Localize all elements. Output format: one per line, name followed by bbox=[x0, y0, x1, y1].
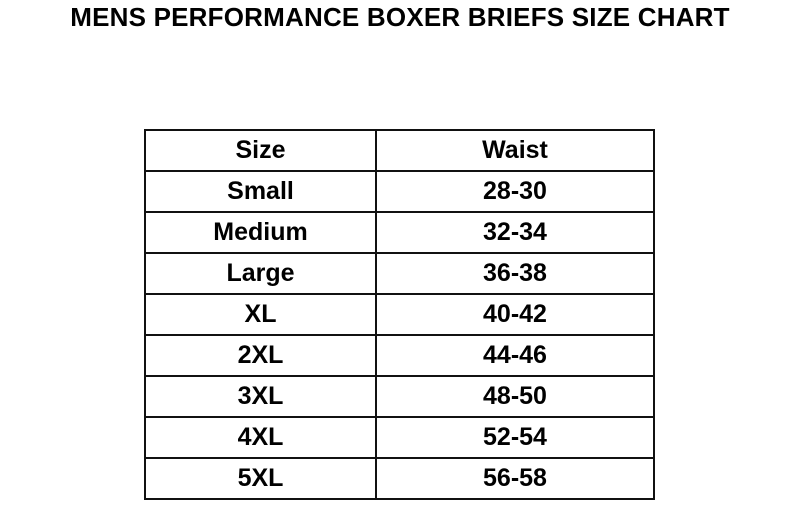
size-cell: 3XL bbox=[144, 375, 377, 418]
waist-cell: 32-34 bbox=[375, 211, 655, 254]
size-cell: Medium bbox=[144, 211, 377, 254]
size-cell: 2XL bbox=[144, 334, 377, 377]
table-row: 4XL 52-54 bbox=[144, 416, 655, 459]
size-cell: Large bbox=[144, 252, 377, 295]
table-header-row: Size Waist bbox=[144, 129, 655, 172]
waist-cell: 40-42 bbox=[375, 293, 655, 336]
table-row: Small 28-30 bbox=[144, 170, 655, 213]
size-cell: 5XL bbox=[144, 457, 377, 500]
table-row: 2XL 44-46 bbox=[144, 334, 655, 377]
waist-cell: 36-38 bbox=[375, 252, 655, 295]
waist-cell: 44-46 bbox=[375, 334, 655, 377]
size-cell: Small bbox=[144, 170, 377, 213]
table-row: Large 36-38 bbox=[144, 252, 655, 295]
size-cell: XL bbox=[144, 293, 377, 336]
table-row: 5XL 56-58 bbox=[144, 457, 655, 500]
size-cell: 4XL bbox=[144, 416, 377, 459]
header-waist: Waist bbox=[375, 129, 655, 172]
waist-cell: 52-54 bbox=[375, 416, 655, 459]
page-title: MENS PERFORMANCE BOXER BRIEFS SIZE CHART bbox=[70, 2, 730, 32]
waist-cell: 48-50 bbox=[375, 375, 655, 418]
header-size: Size bbox=[144, 129, 377, 172]
waist-cell: 56-58 bbox=[375, 457, 655, 500]
size-chart-table: Size Waist Small 28-30 Medium 32-34 Large 36-… bbox=[144, 129, 655, 500]
table-row: XL 40-42 bbox=[144, 293, 655, 336]
table-row: 3XL 48-50 bbox=[144, 375, 655, 418]
waist-cell: 28-30 bbox=[375, 170, 655, 213]
table-row: Medium 32-34 bbox=[144, 211, 655, 254]
